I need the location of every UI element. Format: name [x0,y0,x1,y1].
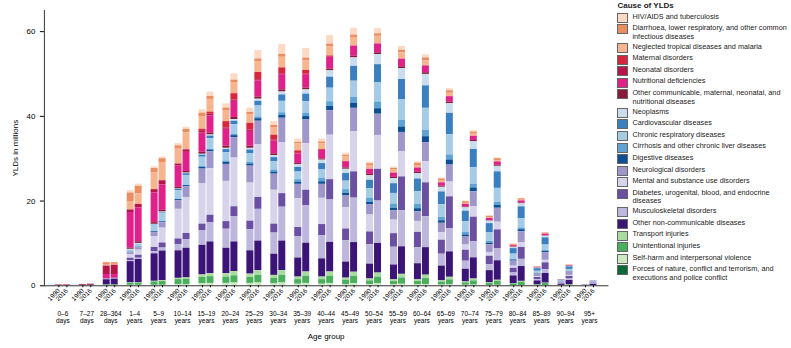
svg-text:1990: 1990 [213,287,229,303]
svg-text:1990: 1990 [165,287,181,303]
svg-text:1990: 1990 [141,287,157,303]
svg-text:95+years: 95+years [582,310,598,325]
html-text:Neonatal disorders: Neonatal disorders [632,64,694,74]
svg-text:2016: 2016 [437,287,452,302]
svg-text:7–27days: 7–27days [80,310,95,325]
svg-text:30–34years: 30–34years [269,310,287,325]
html-text:Maternal disorders: Maternal disorders [632,53,693,63]
html-text:Chronic respiratory diseases: Chronic respiratory diseases [632,129,725,139]
svg-text:Age group: Age group [308,332,345,341]
html-text:Digestive diseases: Digestive diseases [632,152,694,162]
svg-text:2016: 2016 [269,287,284,302]
svg-text:1990: 1990 [405,287,421,303]
html-text:Diabetes, urogenital, blood, a: Diabetes, urogenital, blood, and endocri… [632,187,770,206]
svg-text:2016: 2016 [126,287,141,302]
svg-text:20: 20 [27,197,36,206]
svg-text:0: 0 [31,281,36,290]
html-text:Forces of nature, conflict and: Forces of nature, conflict and terrorism… [632,264,774,282]
html-text:Cause of YLDs: Cause of YLDs [617,1,674,10]
svg-text:60: 60 [27,27,36,36]
svg-text:2016: 2016 [557,287,572,302]
svg-text:1990: 1990 [285,287,301,303]
svg-text:1990: 1990 [45,287,61,303]
html-text:HIV/AIDS and tuberculosis: HIV/AIDS and tuberculosis [632,11,719,21]
svg-text:2016: 2016 [245,287,260,302]
svg-text:90–94years: 90–94years [557,310,575,325]
svg-text:2016: 2016 [54,287,69,302]
svg-text:45–49years: 45–49years [341,310,359,325]
svg-text:40–44years: 40–44years [317,310,335,325]
svg-text:80–84years: 80–84years [509,310,527,325]
svg-text:2016: 2016 [174,287,189,302]
svg-text:2016: 2016 [341,287,356,302]
svg-text:1990: 1990 [428,287,444,303]
html-text:Other non-communicable disease: Other non-communicable diseases [632,217,746,227]
svg-text:2016: 2016 [198,287,213,302]
svg-text:1990: 1990 [309,287,325,303]
svg-text:2016: 2016 [485,287,500,302]
html-text:Other communicable, maternal,: Other communicable, maternal, neonatal, … [632,88,781,106]
svg-text:2016: 2016 [389,287,404,302]
svg-text:2016: 2016 [365,287,380,302]
svg-text:10–14years: 10–14years [174,310,192,325]
svg-text:1990: 1990 [476,287,492,303]
html-text:Neglected tropical diseases an: Neglected tropical diseases and malaria [632,41,762,51]
svg-text:40: 40 [27,112,36,121]
svg-text:2016: 2016 [221,287,236,302]
html-text:Mental and substance use disor: Mental and substance use disorders [632,176,750,186]
html-text:Cirrhosis and other chronic li: Cirrhosis and other chronic liver diseas… [632,141,766,151]
svg-text:2016: 2016 [78,287,93,302]
svg-text:85–89years: 85–89years [533,310,551,325]
svg-text:35–39years: 35–39years [293,310,311,325]
svg-text:60–64years: 60–64years [413,310,431,325]
html-text:Self-harm and interpersonal vi: Self-harm and interpersonal violence [632,252,752,262]
svg-text:1990: 1990 [452,287,468,303]
svg-text:65–69years: 65–69years [437,310,455,325]
svg-text:2016: 2016 [581,287,596,302]
svg-text:1990: 1990 [189,287,205,303]
svg-text:1990: 1990 [333,287,349,303]
svg-text:0–6days: 0–6days [56,310,70,325]
svg-text:1990: 1990 [572,287,588,303]
html-text:Musculoskeletal disorders: Musculoskeletal disorders [632,206,717,216]
svg-text:YLDs in millions: YLDs in millions [11,120,20,177]
svg-text:2016: 2016 [509,287,524,302]
html-text:Transport injuries: Transport injuries [632,229,689,239]
html-text:Nutritional deficiencies: Nutritional deficiencies [632,76,706,86]
svg-text:1990: 1990 [524,287,540,303]
html-text:Diarrhoea, lower respiratory,: Diarrhoea, lower respiratory, and other … [632,23,787,41]
svg-text:25–29years: 25–29years [245,310,263,325]
svg-text:1990: 1990 [261,287,277,303]
svg-text:2016: 2016 [150,287,165,302]
svg-text:20–24years: 20–24years [221,310,239,325]
svg-text:5–9years: 5–9years [151,310,167,325]
svg-text:1990: 1990 [500,287,516,303]
html-text:Neurological disorders: Neurological disorders [632,164,705,174]
svg-text:2016: 2016 [293,287,308,302]
html-text:Neoplasms: Neoplasms [632,106,669,116]
svg-text:1990: 1990 [381,287,397,303]
html-text:Unintentional injuries: Unintentional injuries [632,241,701,250]
svg-text:2016: 2016 [317,287,332,302]
svg-text:1–4years: 1–4years [127,310,143,325]
html-text:Cardiovascular diseases: Cardiovascular diseases [632,118,712,128]
svg-text:28–364days: 28–364days [100,310,122,325]
svg-text:15–19years: 15–19years [197,310,215,325]
svg-text:2016: 2016 [413,287,428,302]
svg-text:50–54years: 50–54years [365,310,383,325]
svg-text:55–59years: 55–59years [389,310,407,325]
svg-text:1990: 1990 [69,287,85,303]
svg-text:2016: 2016 [461,287,476,302]
svg-text:1990: 1990 [237,287,253,303]
svg-text:2016: 2016 [102,287,117,302]
svg-text:2016: 2016 [533,287,548,302]
svg-text:1990: 1990 [93,287,109,303]
svg-text:75–79years: 75–79years [485,310,503,325]
svg-text:70–74years: 70–74years [461,310,479,325]
svg-text:1990: 1990 [357,287,373,303]
svg-text:1990: 1990 [548,287,564,303]
svg-text:1990: 1990 [117,287,133,303]
